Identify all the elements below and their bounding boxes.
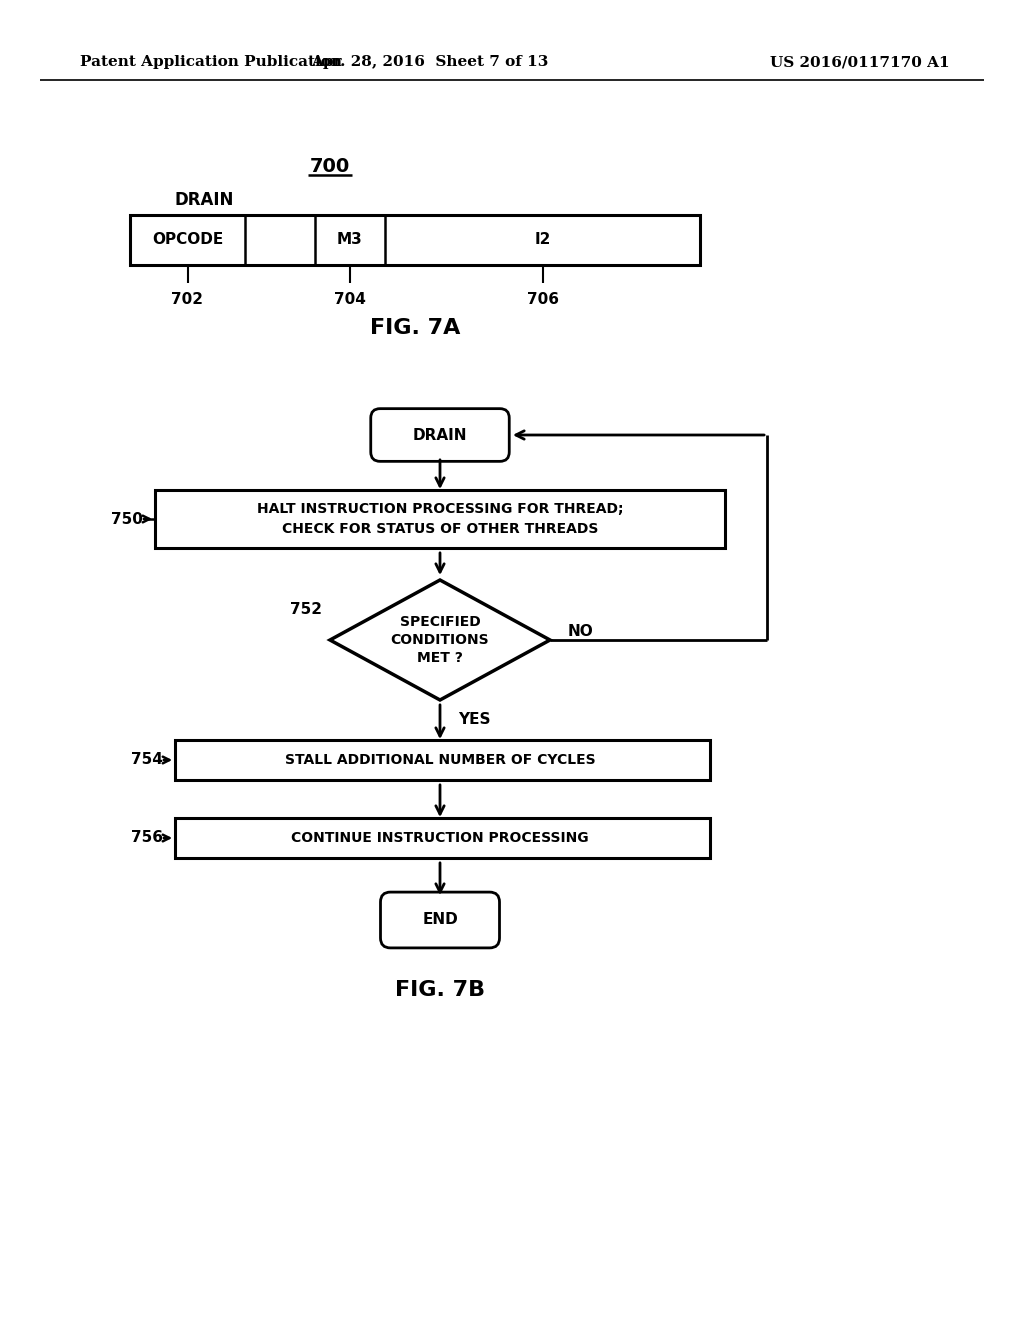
FancyBboxPatch shape [371,409,509,462]
Polygon shape [330,579,550,700]
Text: 706: 706 [526,292,558,306]
Text: OPCODE: OPCODE [152,232,223,248]
Text: CONTINUE INSTRUCTION PROCESSING: CONTINUE INSTRUCTION PROCESSING [291,832,589,845]
Text: SPECIFIED: SPECIFIED [399,615,480,630]
Text: 704: 704 [334,292,366,306]
Text: Patent Application Publication: Patent Application Publication [80,55,342,69]
Bar [155,490,725,548]
Text: Apr. 28, 2016  Sheet 7 of 13: Apr. 28, 2016 Sheet 7 of 13 [311,55,549,69]
Bar [175,741,710,780]
Text: 750: 750 [112,511,143,527]
Text: DRAIN: DRAIN [175,191,234,209]
Text: 752: 752 [290,602,322,618]
Text: 702: 702 [171,292,204,306]
Text: FIG. 7B: FIG. 7B [395,979,485,1001]
Text: STALL ADDITIONAL NUMBER OF CYCLES: STALL ADDITIONAL NUMBER OF CYCLES [285,752,595,767]
Text: END: END [422,912,458,928]
Text: MET ?: MET ? [417,651,463,665]
Text: I2: I2 [535,232,551,248]
Text: M3: M3 [337,232,362,248]
Text: CHECK FOR STATUS OF OTHER THREADS: CHECK FOR STATUS OF OTHER THREADS [282,521,598,536]
Text: YES: YES [458,713,490,727]
Text: HALT INSTRUCTION PROCESSING FOR THREAD;: HALT INSTRUCTION PROCESSING FOR THREAD; [257,502,624,516]
Text: FIG. 7A: FIG. 7A [370,318,460,338]
Bar [175,818,710,858]
Text: 754: 754 [131,752,163,767]
Bar [130,215,700,265]
FancyBboxPatch shape [381,892,500,948]
Text: CONDITIONS: CONDITIONS [391,634,489,647]
Text: DRAIN: DRAIN [413,428,467,442]
Text: NO: NO [568,624,594,639]
Text: 700: 700 [310,157,350,176]
Text: US 2016/0117170 A1: US 2016/0117170 A1 [770,55,950,69]
Text: 756: 756 [131,830,163,846]
